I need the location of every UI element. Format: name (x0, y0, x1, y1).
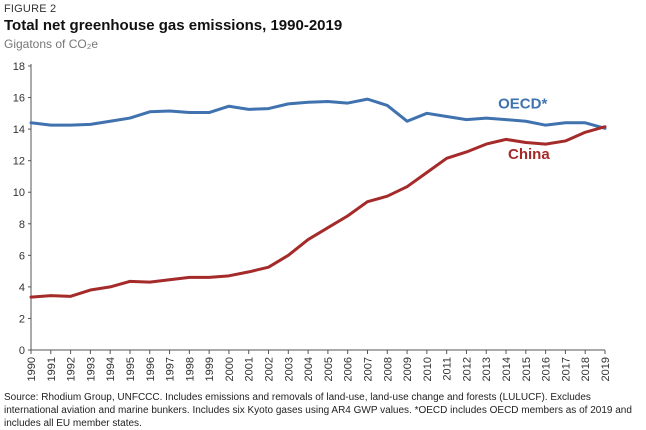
y-tick-label: 8 (19, 219, 25, 231)
x-tick-label: 2007 (362, 357, 374, 381)
series-labels: OECD* China (498, 96, 550, 163)
y-tick-label: 6 (19, 250, 25, 262)
figure-label: FIGURE 2 (4, 3, 57, 15)
x-tick-label: 2012 (461, 357, 473, 381)
x-tick-label: 1998 (184, 357, 196, 381)
y-tick-label: 2 (19, 313, 25, 325)
y-tick-label: 12 (13, 156, 25, 168)
x-tick-label: 2002 (264, 357, 276, 381)
x-tick-label: 2019 (600, 357, 612, 381)
x-tick-label: 1991 (46, 357, 58, 381)
x-tick-label: 1999 (204, 357, 216, 381)
x-tick-label: 2008 (382, 357, 394, 381)
x-tick-label: 1994 (105, 357, 117, 381)
chart-series (29, 97, 607, 299)
x-tick-label: 2016 (541, 357, 553, 381)
x-tick-label: 2018 (580, 357, 592, 381)
x-tick-label: 2009 (402, 357, 414, 381)
y-tick-label: 16 (13, 93, 25, 105)
x-tick-label: 2011 (442, 357, 454, 381)
x-tick-label: 2000 (224, 357, 236, 381)
x-tick-label: 2003 (283, 357, 295, 381)
x-tick-label: 1996 (145, 357, 157, 381)
series-label-china: China (508, 146, 550, 163)
x-tick-label: 2015 (521, 357, 533, 381)
x-tick-label: 1990 (26, 357, 38, 381)
series-line-oecd (29, 97, 607, 130)
chart-title: Total net greenhouse gas emissions, 1990… (4, 17, 343, 34)
x-tick-label: 2017 (560, 357, 572, 381)
series-label-oecd: OECD* (498, 96, 547, 113)
line-chart: 0 2 4 6 8 10 12 14 16 18 1990 1991 1992 1993 1994 1995 1… (13, 61, 612, 381)
x-tick-label: 1993 (85, 357, 97, 381)
x-tick-label: 2013 (481, 357, 493, 381)
chart-subtitle: Gigatons of CO₂e (4, 37, 99, 51)
x-tick-label: 2014 (501, 357, 513, 381)
source-note: Source: Rhodium Group, UNFCCC. Includes … (4, 392, 632, 429)
chart-axes: 0 2 4 6 8 10 12 14 16 18 1990 1991 1992 1993 1994 1995 1… (13, 61, 612, 381)
x-tick-label: 2010 (422, 357, 434, 381)
x-tick-label: 2005 (323, 357, 335, 381)
y-tick-label: 4 (19, 282, 25, 294)
x-tick-label: 1997 (165, 357, 177, 381)
series-line-china (29, 125, 607, 299)
x-tick-label: 2004 (303, 357, 315, 381)
x-tick-label: 2006 (343, 357, 355, 381)
y-tick-label: 14 (13, 124, 25, 136)
y-tick-label: 0 (19, 345, 25, 357)
x-tick-label: 1995 (125, 357, 137, 381)
y-tick-label: 10 (13, 187, 25, 199)
y-tick-label: 18 (13, 61, 25, 73)
x-tick-label: 1992 (66, 357, 78, 381)
x-tick-label: 2001 (244, 357, 256, 381)
